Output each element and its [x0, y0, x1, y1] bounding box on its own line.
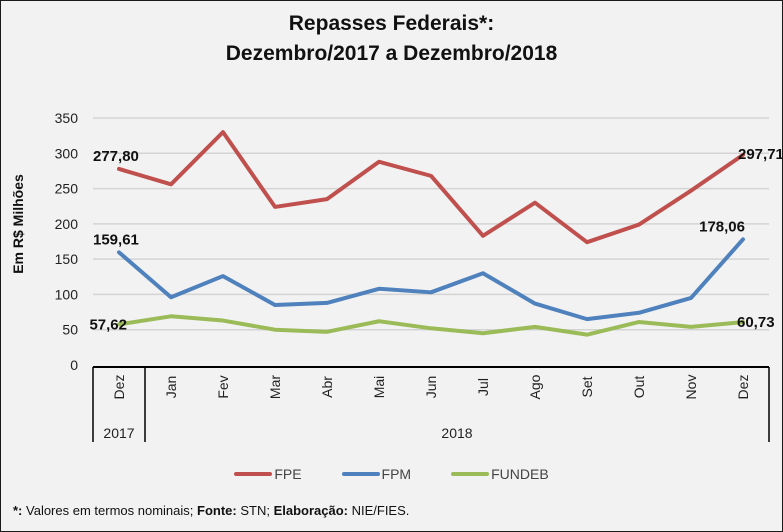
footnote-star: *:	[13, 503, 23, 518]
series-line-fpe	[117, 130, 745, 245]
data-label-fpe: 277,80	[93, 148, 139, 165]
footnote-source-value: STN;	[236, 503, 274, 518]
x-tick-label: Mar	[267, 375, 283, 399]
x-tick-label: Abr	[319, 376, 335, 398]
x-tick-label: Jun	[423, 376, 439, 399]
year-group-label: 2018	[441, 425, 472, 441]
x-tick-label: Dez	[111, 375, 127, 400]
legend-item-fpm: FPM	[341, 466, 412, 482]
footnote-text: Valores em termos nominais;	[22, 503, 197, 518]
legend-item-fundeb: FUNDEB	[451, 466, 549, 482]
x-tick-label: Ago	[527, 374, 543, 399]
y-tick-label: 350	[55, 110, 79, 126]
x-tick-label: Nov	[683, 375, 699, 400]
x-tick-label: Fev	[215, 375, 231, 398]
footnote: *: Valores em termos nominais; Fonte: ST…	[13, 503, 409, 518]
x-tick-label: Dez	[735, 375, 751, 400]
y-tick-label: 250	[55, 181, 79, 197]
legend-item-fpe: FPE	[234, 466, 302, 482]
chart-subtitle: Dezembro/2017 a Dezembro/2018	[225, 42, 558, 65]
chart-title-line1: Repasses Federais*:	[288, 12, 495, 35]
x-tick-label: Out	[631, 376, 647, 399]
data-label-fundeb: 60,73	[737, 314, 775, 331]
footnote-elaboration-label: Elaboração:	[273, 503, 348, 518]
chart-title: Repasses Federais*: Dezembro/2017 a Deze…	[1, 9, 782, 69]
data-label-fundeb: 57,62	[89, 316, 127, 333]
legend-swatch	[234, 472, 273, 476]
legend-swatch	[451, 472, 490, 476]
x-tick-label: Set	[579, 376, 595, 397]
y-tick-label: 200	[55, 216, 79, 232]
y-tick-label: 50	[62, 322, 78, 338]
series-line-fundeb	[117, 314, 745, 337]
legend-swatch	[341, 472, 380, 476]
x-tick-label: Jan	[163, 376, 179, 399]
series-line-fpm	[117, 237, 745, 322]
data-label-fpm: 159,61	[93, 231, 139, 248]
year-group-label: 2017	[103, 425, 134, 441]
y-tick-label: 300	[55, 145, 79, 161]
data-label-fpm: 178,06	[699, 218, 745, 235]
y-tick-label: 100	[55, 286, 79, 302]
y-tick-label: 0	[70, 357, 78, 373]
y-tick-label: 150	[55, 251, 79, 267]
data-label-fpe: 297,71	[738, 146, 782, 163]
x-tick-label: Jul	[475, 378, 491, 396]
footnote-source-label: Fonte:	[197, 503, 237, 518]
y-axis-label: Em R$ Milhões	[10, 174, 26, 274]
legend-label: FPE	[274, 466, 302, 482]
chart-legend: FPE FPM FUNDEB	[1, 466, 782, 482]
footnote-elaboration-value: NIE/FIES.	[347, 503, 410, 518]
legend-label: FPM	[381, 466, 412, 482]
legend-label: FUNDEB	[491, 466, 549, 482]
x-tick-label: Mai	[371, 376, 387, 399]
